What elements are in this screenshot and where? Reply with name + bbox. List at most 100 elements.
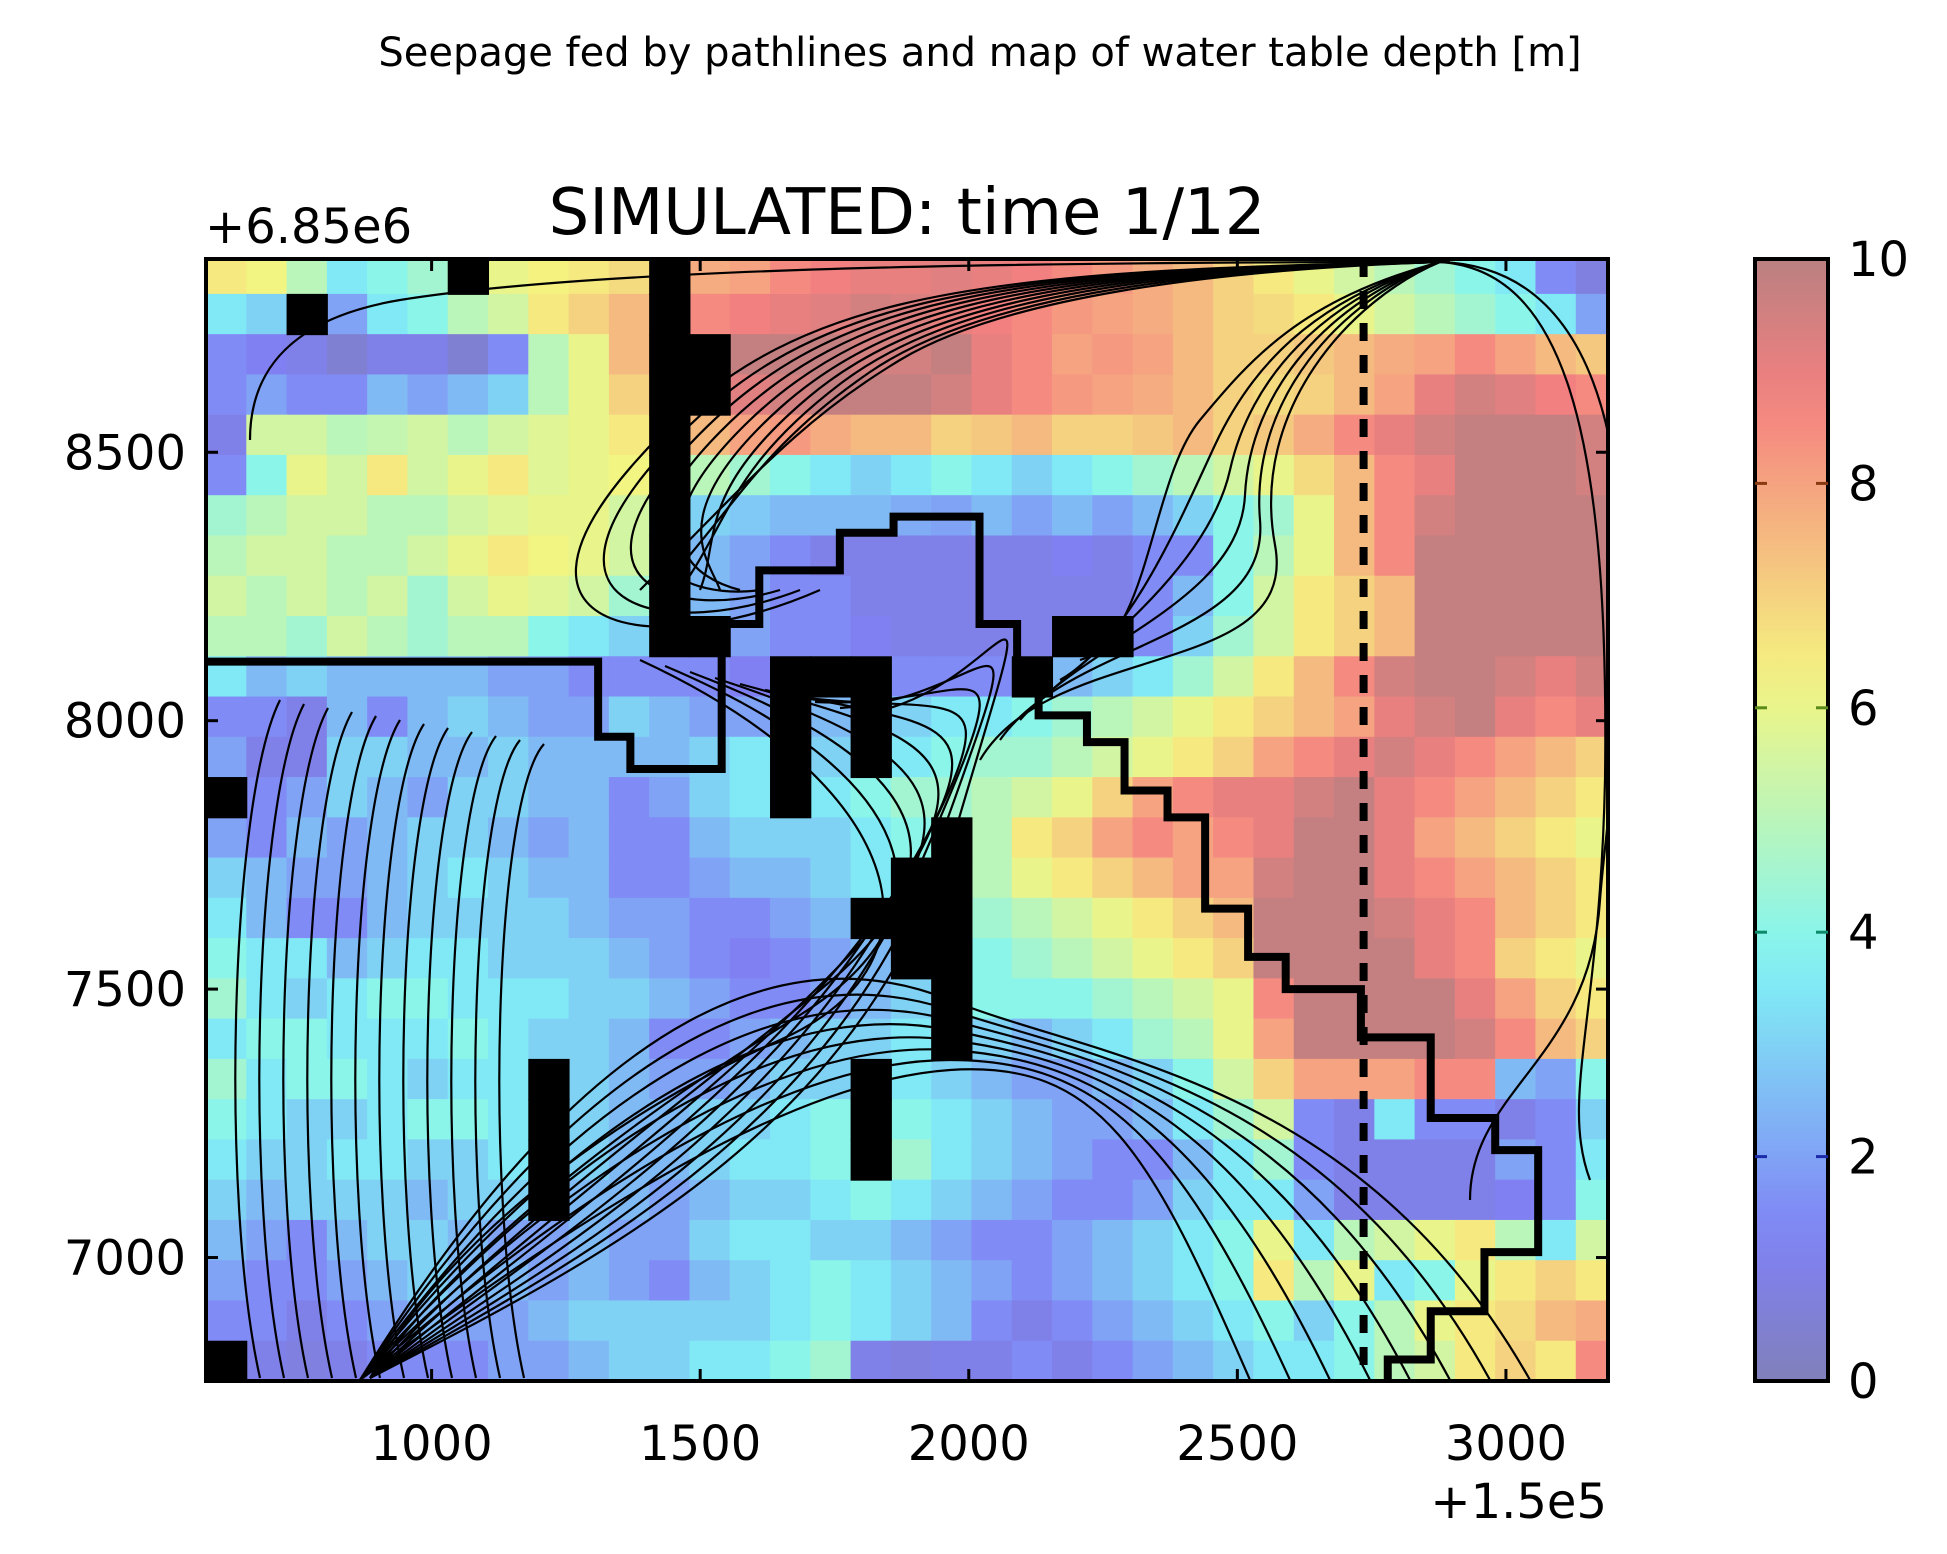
heatmap-cell bbox=[1575, 575, 1608, 617]
heatmap-cell bbox=[1575, 535, 1608, 577]
heatmap-cell bbox=[367, 978, 409, 1020]
heatmap-cell bbox=[1011, 1340, 1053, 1381]
heatmap-cell bbox=[1011, 535, 1053, 577]
pathline bbox=[234, 699, 281, 1379]
heatmap-cell bbox=[608, 374, 650, 416]
heatmap-cell bbox=[1454, 696, 1496, 738]
heatmap-cell bbox=[367, 938, 409, 980]
seepage-cell bbox=[931, 1018, 973, 1060]
heatmap-cell bbox=[649, 696, 691, 738]
heatmap-cell bbox=[286, 374, 328, 416]
heatmap-cell bbox=[1052, 1260, 1094, 1302]
heatmap-cell bbox=[1495, 1179, 1537, 1221]
heatmap-cell bbox=[1535, 736, 1577, 778]
heatmap-cell bbox=[1414, 897, 1456, 939]
heatmap-cell bbox=[1535, 1099, 1577, 1141]
heatmap-cell bbox=[326, 535, 368, 577]
heatmap-cell bbox=[850, 259, 892, 295]
heatmap-cell bbox=[1213, 454, 1255, 497]
heatmap-cell bbox=[890, 1179, 932, 1221]
heatmap-cell bbox=[407, 696, 449, 738]
heatmap-cell bbox=[1052, 817, 1094, 859]
heatmap-cell bbox=[1575, 736, 1608, 778]
pathline bbox=[258, 703, 305, 1379]
heatmap-cell bbox=[810, 897, 852, 939]
heatmap-cell bbox=[447, 857, 489, 899]
heatmap-cell bbox=[1575, 1219, 1608, 1262]
pathline bbox=[474, 739, 521, 1379]
pathline bbox=[369, 664, 899, 1379]
heatmap-cell bbox=[1253, 897, 1295, 939]
heatmap-cell bbox=[1374, 1058, 1416, 1100]
pathline bbox=[359, 1068, 1252, 1381]
heatmap-cell bbox=[528, 575, 570, 617]
heatmap-cell bbox=[568, 334, 610, 376]
heatmap-cell bbox=[1495, 1300, 1537, 1342]
seepage-cell bbox=[649, 293, 691, 336]
colorbar-tick-label: 0 bbox=[1848, 1354, 1879, 1410]
heatmap-cell bbox=[729, 1340, 771, 1381]
heatmap-cell bbox=[971, 1058, 1013, 1100]
heatmap-cell bbox=[1535, 414, 1577, 456]
colorbar-ticks: 0 2 4 6 8 10 bbox=[1755, 232, 1909, 1410]
heatmap-cell bbox=[1334, 696, 1376, 738]
heatmap-cell bbox=[1172, 1260, 1214, 1302]
heatmap-cell bbox=[1454, 1018, 1496, 1060]
heatmap-cell bbox=[1374, 1300, 1416, 1342]
heatmap-cell bbox=[1253, 777, 1295, 819]
heatmap-cell bbox=[488, 897, 530, 939]
pathline bbox=[679, 260, 1441, 591]
heatmap-cell bbox=[246, 938, 288, 980]
heatmap-cell bbox=[1575, 259, 1608, 295]
heatmap-cell bbox=[1293, 1179, 1335, 1221]
heatmap-cell bbox=[488, 293, 530, 335]
heatmap-cell bbox=[890, 616, 932, 658]
heatmap-cell bbox=[367, 334, 409, 376]
heatmap-cell bbox=[1575, 696, 1608, 738]
heatmap-cell bbox=[246, 575, 288, 617]
heatmap-cell bbox=[326, 1340, 368, 1381]
heatmap-cell bbox=[246, 535, 288, 577]
heatmap-cell bbox=[608, 414, 650, 456]
heatmap-cell bbox=[810, 575, 852, 617]
heatmap-cell bbox=[1374, 978, 1416, 1020]
heatmap-cell bbox=[1132, 897, 1174, 939]
heatmap-cell bbox=[326, 454, 368, 497]
heatmap-cell bbox=[568, 575, 610, 617]
heatmap-cell bbox=[850, 777, 892, 819]
heatmap-cell bbox=[1253, 616, 1295, 658]
pathline bbox=[450, 735, 497, 1379]
heatmap-cell bbox=[488, 1018, 530, 1060]
heatmap-cell bbox=[1253, 1300, 1295, 1342]
heatmap-cell bbox=[1052, 857, 1094, 899]
heatmap-cell bbox=[367, 575, 409, 617]
heatmap-cell bbox=[608, 656, 650, 698]
heatmap-cell bbox=[1454, 1058, 1496, 1100]
heatmap-cell bbox=[1495, 575, 1537, 617]
heatmap-cell bbox=[1454, 897, 1496, 939]
heatmap-cell bbox=[246, 817, 288, 859]
heatmap-cell bbox=[1535, 817, 1577, 859]
heatmap-cell bbox=[1213, 1139, 1255, 1181]
heatmap-cell bbox=[1253, 293, 1295, 335]
seepage-cell bbox=[649, 414, 691, 456]
heatmap-cell bbox=[367, 535, 409, 577]
heatmap-cell bbox=[488, 696, 530, 738]
heatmap-cell bbox=[1213, 1099, 1255, 1141]
heatmap-cell bbox=[246, 414, 288, 456]
heatmap-cell bbox=[1575, 656, 1608, 698]
colorbar-gradient bbox=[1753, 257, 1830, 1383]
heatmap-cell bbox=[246, 293, 288, 335]
heatmap-cell bbox=[1414, 777, 1456, 819]
heatmap-cell bbox=[850, 1219, 892, 1262]
heatmap-cell bbox=[1253, 1099, 1295, 1141]
heatmap-cell bbox=[810, 1260, 852, 1302]
heatmap-cell bbox=[1011, 374, 1053, 416]
x-tick-label: 2000 bbox=[908, 1416, 1030, 1472]
heatmap-cell bbox=[367, 1018, 409, 1060]
heatmap-cell bbox=[326, 1260, 368, 1302]
heatmap-cell bbox=[1414, 334, 1456, 376]
heatmap-cell bbox=[1172, 616, 1214, 658]
seepage-cell bbox=[649, 535, 691, 577]
heatmap-cell bbox=[1092, 454, 1134, 497]
